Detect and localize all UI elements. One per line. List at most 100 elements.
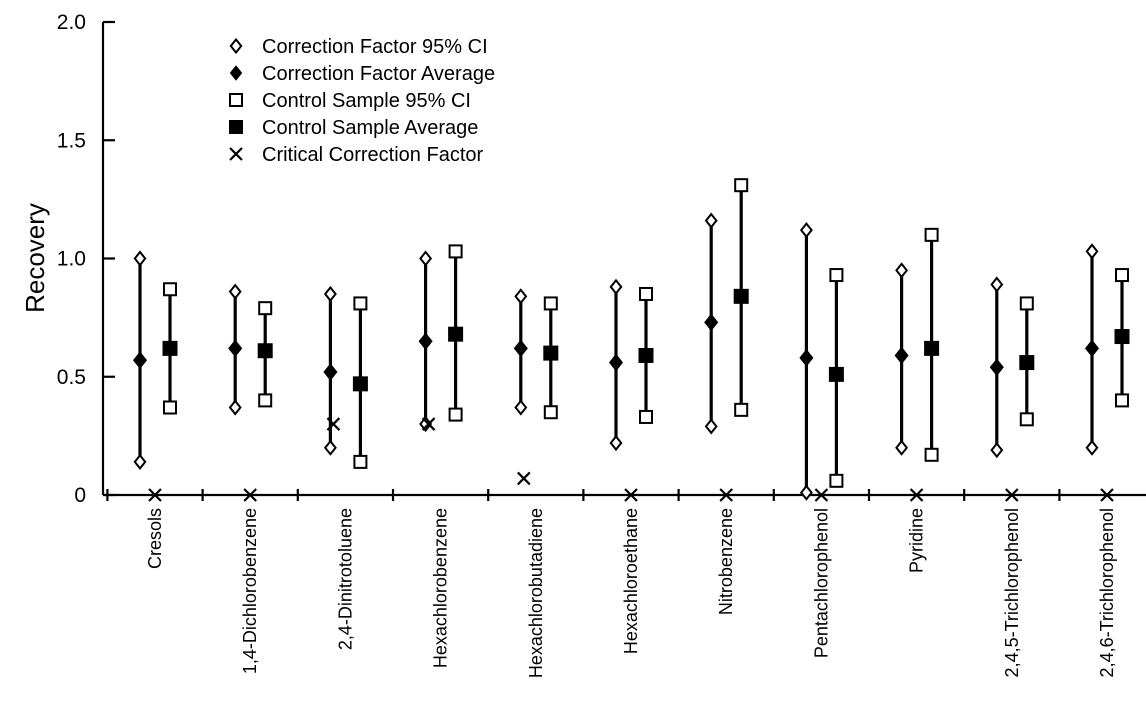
legend-x-icon	[229, 147, 243, 161]
cs-ci-lower-point	[1115, 393, 1129, 408]
cf-average-point	[228, 339, 243, 358]
cs-ci-upper-point	[353, 296, 368, 311]
cs-ci-lower-point	[829, 473, 844, 488]
category-label: Pentachlorophenol	[811, 508, 831, 658]
critical-correction-point	[1100, 488, 1114, 502]
cf-ci-upper-point	[133, 250, 147, 267]
cs-ci-upper-point	[924, 227, 939, 242]
legend-label: Correction Factor 95% CI	[262, 36, 488, 58]
cs-ci-lower-point	[258, 393, 273, 408]
cf-ci-upper-point	[799, 222, 813, 239]
category-group	[704, 178, 749, 502]
critical-correction-point	[719, 488, 733, 502]
cs-average-point	[1019, 355, 1035, 371]
cf-ci-upper-point	[323, 285, 337, 303]
category-group	[513, 288, 559, 486]
category-label: Cresols	[145, 508, 165, 569]
cf-ci-upper-point	[990, 276, 1004, 293]
cf-average-point	[989, 358, 1004, 377]
critical-correction-point-stroke-b	[148, 488, 162, 502]
y-tick-label: 1.5	[57, 129, 86, 152]
cf-average-point	[132, 351, 148, 369]
cf-ci-lower-point	[609, 434, 623, 452]
category-group	[132, 250, 178, 502]
critical-correction-point-stroke-b	[1100, 488, 1114, 502]
critical-correction-point-stroke-b	[421, 417, 436, 431]
cs-ci-lower-point	[163, 400, 177, 415]
cf-ci-lower-point	[323, 439, 337, 456]
critical-correction-point	[148, 488, 162, 502]
cs-ci-upper-point	[1019, 296, 1034, 311]
category-label: 1,4-Dichlorobenzene	[240, 508, 260, 674]
legend-item: Critical Correction Factor	[229, 144, 484, 166]
legend-item: Correction Factor 95% CI	[229, 36, 488, 58]
critical-correction-point-stroke-b	[243, 488, 257, 502]
x-ticks	[106, 489, 1061, 501]
y-tick-label: 0.5	[57, 366, 86, 389]
cs-average-point	[352, 376, 368, 392]
critical-correction-point-stroke-b	[326, 417, 341, 431]
category-label: Hexachloroethane	[621, 508, 641, 654]
legend-filled-diamond-icon	[229, 65, 243, 81]
cs-ci-lower-point	[448, 407, 463, 422]
cs-average-point	[638, 347, 654, 363]
cs-ci-upper-point	[448, 244, 463, 259]
cf-ci-lower-point	[514, 399, 528, 416]
legend-item: Control Sample Average	[229, 117, 478, 139]
y-axis-label: Recovery	[20, 203, 50, 313]
cs-ci-upper-point	[543, 296, 558, 311]
category-label: Hexachlorobenzene	[431, 508, 451, 668]
cs-ci-lower-point	[543, 405, 558, 420]
legend: Correction Factor 95% CI Correction Facto…	[229, 36, 495, 166]
cs-average-point	[828, 366, 844, 382]
legend-open-square-icon	[229, 93, 243, 107]
cs-ci-lower-point	[639, 409, 653, 424]
cs-ci-upper-point	[829, 268, 844, 283]
y-tick-label: 0	[74, 484, 86, 507]
critical-correction-point-stroke-b	[909, 488, 924, 502]
cs-average-point	[733, 288, 749, 304]
critical-correction-point	[326, 417, 341, 431]
cf-average-point	[323, 363, 338, 381]
critical-correction-point-stroke-b	[1005, 488, 1019, 502]
category-label: 2,4,6-Trichlorophenol	[1097, 508, 1117, 677]
legend-item: Control Sample 95% CI	[229, 90, 471, 112]
legend-x-icon-stroke-b	[229, 147, 243, 161]
cf-average-point	[608, 353, 624, 372]
legend-label: Correction Factor Average	[262, 63, 495, 85]
cs-average-point	[543, 345, 559, 361]
critical-correction-point	[814, 488, 829, 502]
cs-ci-upper-point	[1115, 268, 1129, 283]
legend-label: Control Sample Average	[262, 117, 478, 139]
cf-average-point	[513, 339, 528, 358]
cs-average-point	[162, 340, 178, 356]
critical-correction-point	[517, 471, 531, 486]
cf-ci-upper-point	[228, 283, 242, 300]
category-label: 2,4-Dinitrotoluene	[335, 508, 355, 650]
critical-correction-point	[624, 488, 638, 502]
critical-correction-point	[909, 488, 924, 502]
cs-ci-lower-point	[1019, 412, 1034, 427]
cf-average-point	[799, 349, 814, 367]
category-group	[228, 283, 273, 502]
cf-ci-upper-point	[895, 262, 909, 279]
category-group	[608, 278, 654, 502]
category-label: Nitrobenzene	[716, 508, 736, 615]
cf-average-point	[418, 332, 433, 351]
category-group	[894, 227, 940, 502]
category-group	[1084, 243, 1130, 502]
category-labels: Cresols 1,4-Dichlorobenzene 2,4-Dinitrotol…	[145, 508, 1117, 678]
cs-average-point	[448, 326, 464, 342]
legend-label: Critical Correction Factor	[262, 144, 484, 166]
legend-item: Correction Factor Average	[229, 63, 495, 85]
critical-correction-point-stroke-b	[814, 488, 829, 502]
cf-ci-lower-point	[799, 484, 813, 501]
cs-ci-lower-point	[734, 402, 749, 417]
critical-correction-point	[1005, 488, 1019, 502]
category-label: Hexachlorobutadiene	[526, 508, 546, 678]
cf-average-point	[1084, 339, 1100, 358]
cf-average-point	[894, 346, 909, 365]
cf-average-point	[704, 313, 719, 332]
cf-ci-lower-point	[133, 453, 147, 470]
